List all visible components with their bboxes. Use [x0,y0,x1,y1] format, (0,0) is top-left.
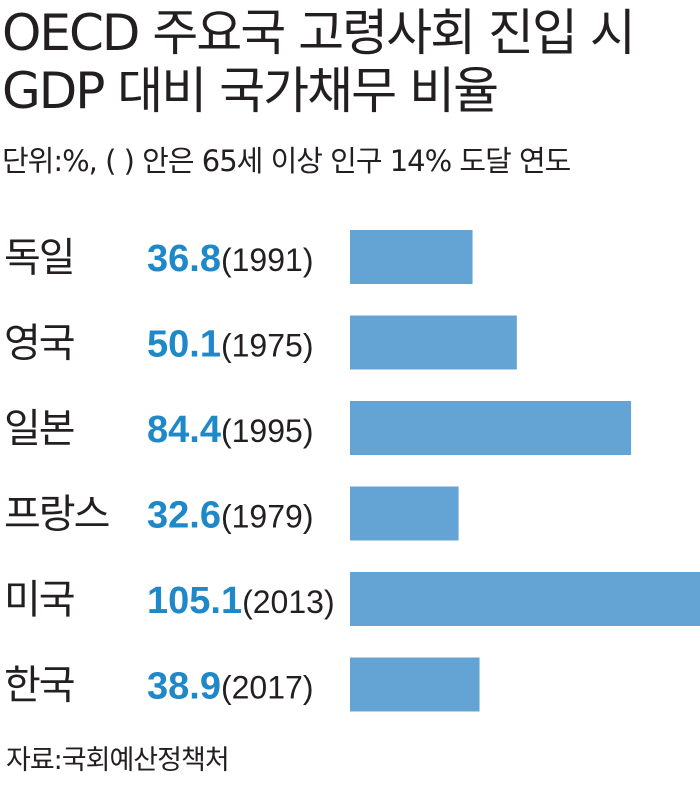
year-label: (2017) [221,670,314,706]
year-label: (2013) [242,584,335,620]
chart-title-line-1: OECD 주요국 고령사회 진입 시 [2,4,636,62]
chart-title: OECD 주요국 고령사회 진입 시 GDP 대비 국가채무 비율 [2,4,636,120]
category-label: 프랑스 [4,492,109,538]
bar [350,230,473,284]
value-label: 50.1 [147,324,221,366]
category-label: 독일 [4,235,74,281]
value-label: 84.4 [147,409,221,451]
bar [350,657,480,712]
data-label: 36.8(1991) [147,238,313,280]
data-label: 105.1(2013) [147,580,335,622]
value-label: 38.9 [147,666,221,708]
year-label: (1975) [221,328,314,364]
bar [350,315,517,370]
value-label: 105.1 [147,580,242,622]
bar [350,486,459,541]
category-label: 미국 [4,577,74,623]
category-label: 한국 [4,663,74,709]
source-note: 자료:국회예산정책처 [6,745,230,776]
data-label: 84.4(1995) [147,409,313,451]
value-label: 32.6 [147,495,221,537]
category-label: 영국 [4,321,74,367]
value-label: 36.8 [147,238,221,280]
data-label: 32.6(1979) [147,495,313,537]
chart-subtitle: 단위:%, ( ) 안은 65세 이상 인구 14% 도달 연도 [2,144,571,178]
year-label: (1995) [221,413,314,449]
year-label: (1991) [221,242,314,278]
year-label: (1979) [221,499,314,535]
category-label: 일본 [4,406,74,452]
data-label: 50.1(1975) [147,324,313,366]
bar [350,401,632,455]
bar [350,572,700,626]
chart-title-line-2: GDP 대비 국가채무 비율 [2,62,499,120]
data-label: 38.9(2017) [147,666,313,708]
